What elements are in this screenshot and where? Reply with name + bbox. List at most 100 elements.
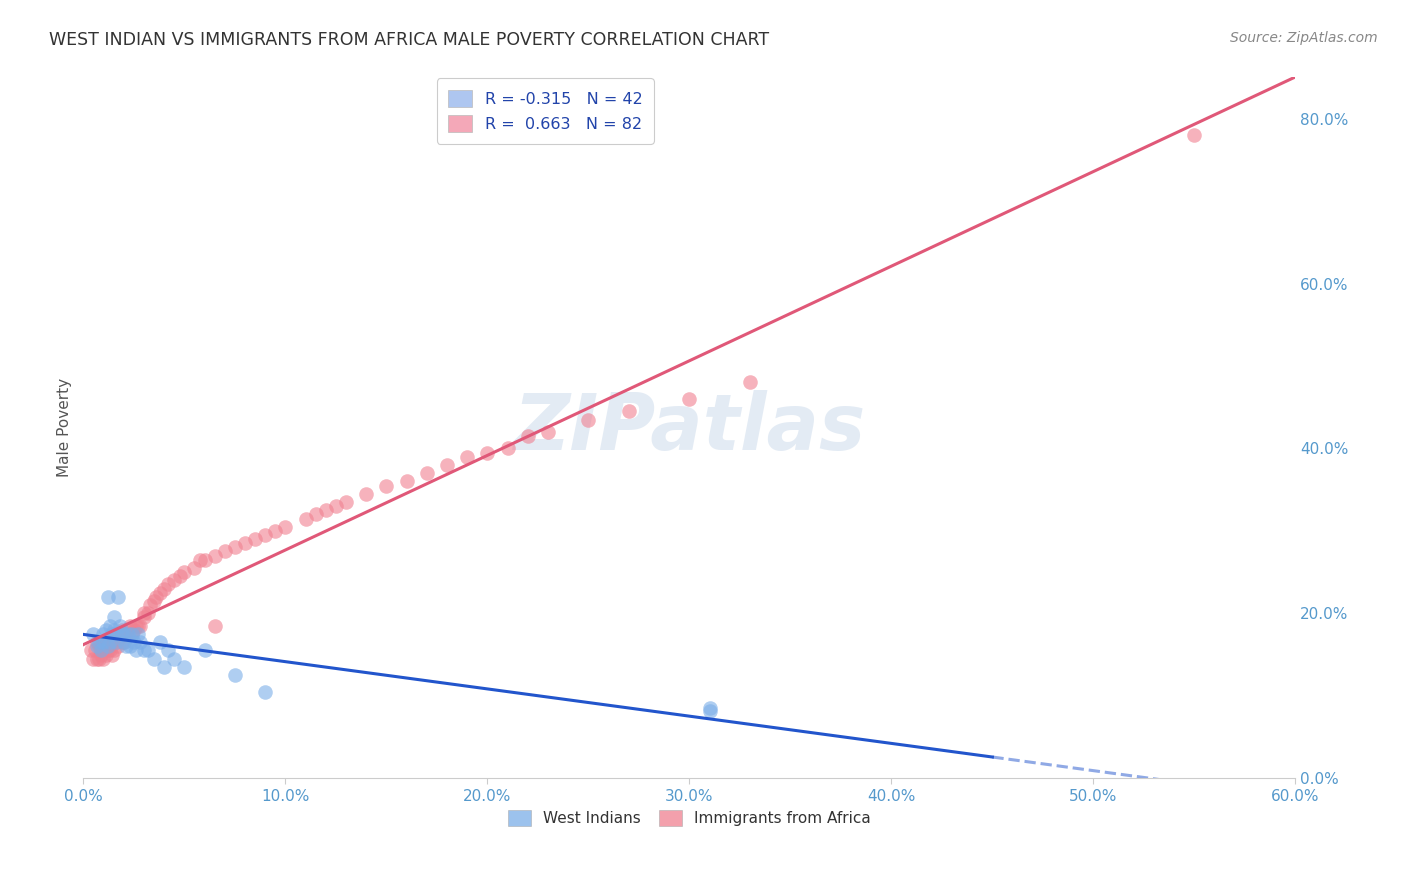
Point xyxy=(107,640,129,654)
Point xyxy=(103,610,125,624)
Point xyxy=(104,635,127,649)
Point xyxy=(117,623,139,637)
Point xyxy=(243,532,266,546)
Point xyxy=(86,651,108,665)
Point xyxy=(121,627,143,641)
Point xyxy=(90,640,112,654)
Point xyxy=(111,623,134,637)
Point xyxy=(125,643,148,657)
Point xyxy=(169,569,191,583)
Point xyxy=(224,541,246,555)
Point xyxy=(128,635,150,649)
Point xyxy=(82,627,104,641)
Point xyxy=(125,618,148,632)
Point xyxy=(416,466,439,480)
Point xyxy=(274,520,297,534)
Point xyxy=(190,553,212,567)
Point xyxy=(98,618,121,632)
Point xyxy=(93,627,115,641)
Point xyxy=(145,590,167,604)
Point xyxy=(516,429,538,443)
Point xyxy=(114,640,136,654)
Point xyxy=(114,627,136,641)
Point xyxy=(90,643,112,657)
Point xyxy=(118,640,141,654)
Point xyxy=(96,635,118,649)
Point xyxy=(173,565,195,579)
Point xyxy=(90,648,112,662)
Point xyxy=(96,590,118,604)
Point xyxy=(107,627,129,641)
Point xyxy=(477,445,499,459)
Point xyxy=(157,577,180,591)
Point xyxy=(112,627,135,641)
Point xyxy=(89,651,111,665)
Text: Source: ZipAtlas.com: Source: ZipAtlas.com xyxy=(1230,31,1378,45)
Legend: West Indians, Immigrants from Africa: West Indians, Immigrants from Africa xyxy=(501,803,879,834)
Point xyxy=(335,495,357,509)
Point xyxy=(111,627,134,641)
Point xyxy=(224,668,246,682)
Point xyxy=(173,660,195,674)
Point xyxy=(98,635,121,649)
Point xyxy=(112,635,135,649)
Point xyxy=(325,499,347,513)
Text: ZIPatlas: ZIPatlas xyxy=(513,390,866,466)
Point xyxy=(153,660,176,674)
Point xyxy=(112,635,135,649)
Point xyxy=(104,627,127,641)
Point xyxy=(94,648,117,662)
Point xyxy=(98,643,121,657)
Point xyxy=(103,643,125,657)
Point xyxy=(80,643,103,657)
Point xyxy=(157,643,180,657)
Point xyxy=(375,478,398,492)
Point xyxy=(163,651,186,665)
Point xyxy=(89,640,111,654)
Point xyxy=(183,561,205,575)
Y-axis label: Male Poverty: Male Poverty xyxy=(58,378,72,477)
Point xyxy=(96,643,118,657)
Point xyxy=(121,627,143,641)
Point xyxy=(496,442,519,456)
Point xyxy=(395,475,418,489)
Point xyxy=(100,627,122,641)
Point xyxy=(107,590,129,604)
Point xyxy=(193,553,215,567)
Point xyxy=(89,635,111,649)
Point xyxy=(233,536,256,550)
Text: WEST INDIAN VS IMMIGRANTS FROM AFRICA MALE POVERTY CORRELATION CHART: WEST INDIAN VS IMMIGRANTS FROM AFRICA MA… xyxy=(49,31,769,49)
Point xyxy=(93,635,115,649)
Point xyxy=(617,404,640,418)
Point xyxy=(93,635,115,649)
Point xyxy=(82,651,104,665)
Point xyxy=(86,640,108,654)
Point xyxy=(122,623,145,637)
Point xyxy=(699,701,721,715)
Point xyxy=(678,392,700,406)
Point xyxy=(254,684,277,698)
Point xyxy=(193,643,215,657)
Point xyxy=(132,643,155,657)
Point xyxy=(204,618,226,632)
Point xyxy=(136,643,159,657)
Point xyxy=(149,635,172,649)
Point xyxy=(139,598,162,612)
Point xyxy=(254,528,277,542)
Point xyxy=(304,508,326,522)
Point xyxy=(118,618,141,632)
Point xyxy=(354,487,377,501)
Point xyxy=(104,627,127,641)
Point xyxy=(214,544,236,558)
Point xyxy=(315,503,337,517)
Point xyxy=(738,376,761,390)
Point xyxy=(132,610,155,624)
Point xyxy=(132,607,155,621)
Point xyxy=(264,524,287,538)
Point xyxy=(294,511,316,525)
Point xyxy=(117,627,139,641)
Point xyxy=(143,594,166,608)
Point xyxy=(122,635,145,649)
Point xyxy=(127,618,149,632)
Point xyxy=(108,631,131,645)
